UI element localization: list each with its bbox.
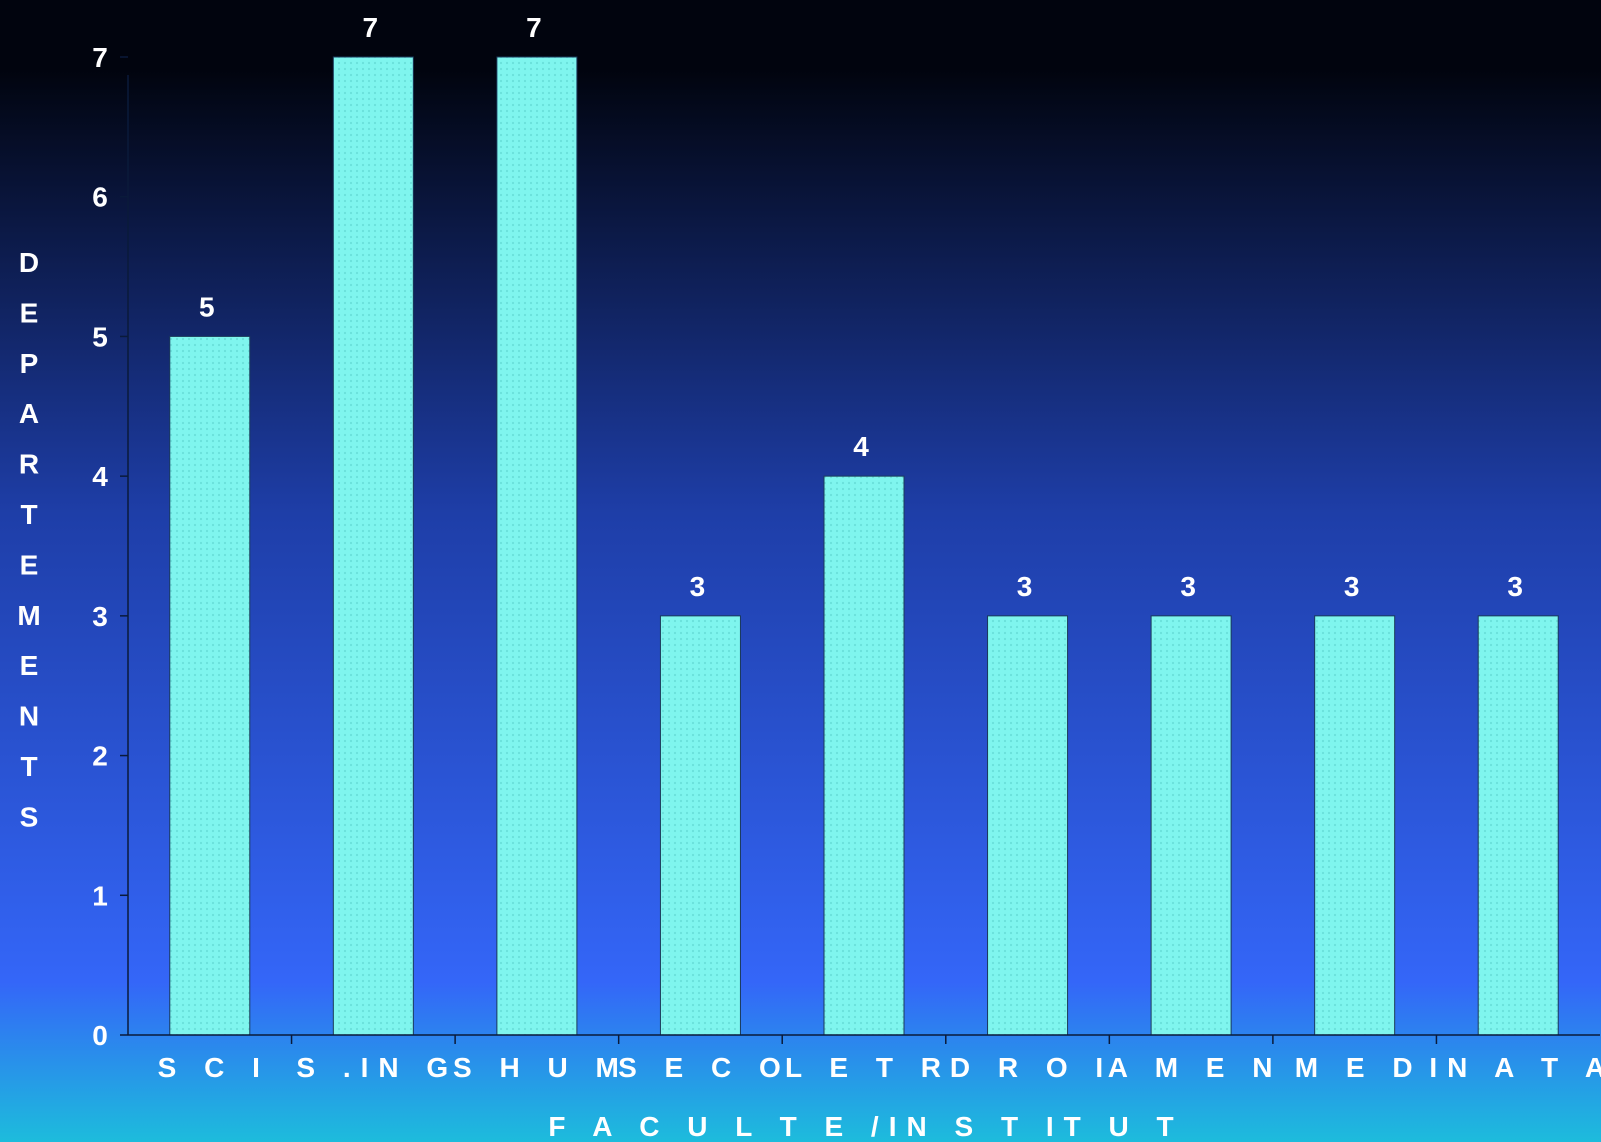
bar: [987, 615, 1069, 1036]
bar-value-label: 4: [853, 431, 869, 462]
x-category-label: S C I: [158, 1052, 270, 1083]
y-tick-label: 3: [92, 601, 108, 632]
y-axis-title-letter: E: [20, 549, 39, 580]
bar-value-label: 3: [690, 571, 706, 602]
bar: [169, 335, 251, 1036]
y-tick-label: 0: [92, 1020, 108, 1051]
bar: [496, 56, 578, 1036]
bar-value-label: 3: [1507, 571, 1523, 602]
data-labels: 5 7 7 3 4 3 3 3 3: [199, 12, 1523, 602]
y-axis-title-letter: E: [20, 650, 39, 681]
bar: [1314, 615, 1396, 1036]
y-axis-title-letter: E: [20, 297, 39, 328]
y-axis-title-letter: D: [19, 247, 39, 278]
bar-value-label: 3: [1344, 571, 1360, 602]
y-axis-ticks: 0 1 2 3 4 5 6 7: [92, 42, 128, 1051]
x-category-label: A M E N: [1108, 1052, 1283, 1083]
bars: [169, 56, 1559, 1036]
bar-value-label: 7: [363, 12, 379, 43]
y-tick-label: 6: [92, 182, 108, 213]
bar: [659, 615, 741, 1036]
axes: [127, 75, 1600, 1044]
bar-value-label: 5: [199, 291, 215, 322]
y-axis-title-letter: M: [17, 600, 40, 631]
y-axis-title-letter: R: [19, 449, 39, 480]
x-category-label: S E C O: [618, 1052, 791, 1083]
bar-value-label: 7: [526, 12, 542, 43]
y-tick-label: 2: [92, 741, 108, 772]
bar-value-label: 3: [1180, 571, 1196, 602]
x-axis-title: F A C U L T E /IN S T IT U T: [548, 1111, 1183, 1142]
y-axis-title-letter: S: [20, 801, 39, 832]
x-category-label: L E T R: [785, 1052, 951, 1083]
y-tick-label: 5: [92, 321, 108, 352]
bar: [1477, 615, 1559, 1036]
x-category-label: D R O I: [950, 1052, 1113, 1083]
y-tick-label: 1: [92, 880, 108, 911]
y-axis-title-letter: P: [20, 348, 39, 379]
y-axis-title-letter: T: [20, 751, 37, 782]
bar: [1150, 615, 1232, 1036]
x-axis-category-labels: S C I S .IN GS H U MS E C OL E T RD R O I…: [158, 1052, 1601, 1083]
y-axis-title-letter: N: [19, 701, 39, 732]
bar: [823, 475, 905, 1036]
y-tick-label: 4: [92, 461, 108, 492]
x-category-label: IN A T A: [1429, 1052, 1601, 1083]
x-category-label: M E D: [1295, 1052, 1423, 1083]
x-category-label: S H U M: [453, 1052, 629, 1083]
y-axis-title-letter: A: [19, 398, 39, 429]
x-category-label: S .IN G: [296, 1052, 458, 1083]
y-tick-label: 7: [92, 42, 108, 73]
bar: [332, 56, 414, 1036]
bar-value-label: 3: [1017, 571, 1033, 602]
y-axis-title-letter: T: [20, 499, 37, 530]
